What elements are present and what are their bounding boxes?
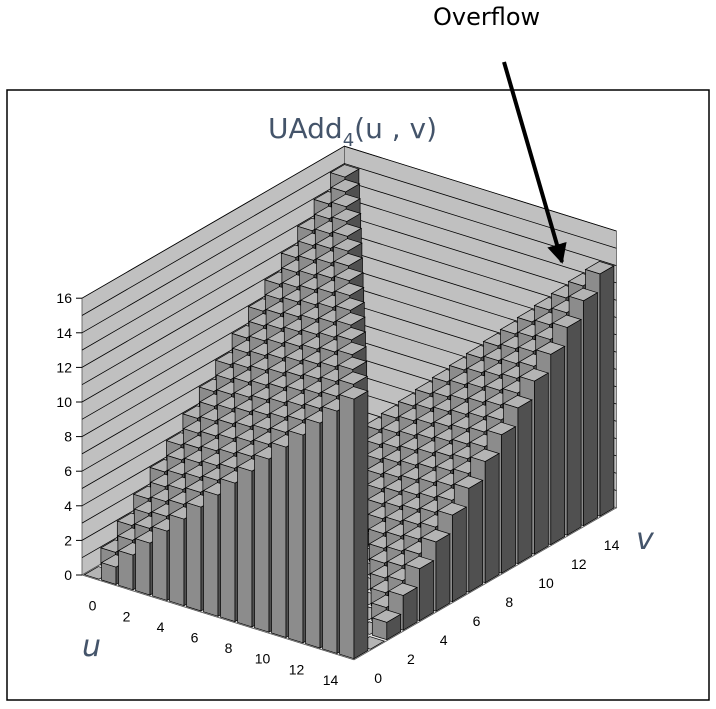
- bar-front: [322, 406, 338, 654]
- bar-side: [353, 390, 369, 660]
- bar-side: [550, 345, 566, 546]
- bar-front: [203, 490, 219, 617]
- bar-side: [452, 506, 467, 603]
- bar-side: [501, 426, 516, 574]
- u-tick-label: 4: [157, 619, 165, 635]
- v-axis-ticks: 0 2 4 6 8 10 12 14: [374, 537, 619, 686]
- bar-side: [402, 586, 418, 631]
- bars-group: [83, 164, 615, 660]
- v-tick-label: 6: [473, 613, 481, 629]
- bar-front: [339, 394, 355, 660]
- overflow-arrow: [502, 61, 567, 264]
- v-tick-label: 0: [374, 670, 382, 686]
- u-tick-label: 14: [323, 672, 339, 688]
- u-axis-ticks: 0 2 4 6 8 10 12 14: [89, 598, 339, 688]
- bar-side: [419, 560, 434, 622]
- bar-front: [135, 538, 151, 596]
- chart-title-prefix: UAdd: [268, 112, 343, 145]
- bar-front: [152, 526, 168, 601]
- bar: [338, 386, 369, 660]
- z-tick-label: 2: [64, 532, 72, 548]
- bar-front: [271, 442, 287, 638]
- z-tick-label: 16: [56, 290, 72, 306]
- bar-front: [237, 466, 253, 628]
- bar-front: [186, 502, 202, 612]
- bar-side: [386, 613, 402, 641]
- z-tick-label: 4: [64, 498, 72, 514]
- z-tick-label: 6: [64, 463, 72, 479]
- v-tick-label: 14: [604, 537, 620, 553]
- v-tick-label: 10: [538, 575, 554, 591]
- bar-front: [169, 514, 185, 607]
- bar-front: [220, 478, 236, 623]
- u-tick-label: 12: [289, 661, 305, 677]
- v-tick-label: 2: [407, 651, 415, 667]
- bar-front: [118, 550, 134, 591]
- v-tick-label: 4: [440, 632, 448, 648]
- z-tick-label: 12: [56, 359, 72, 375]
- bar-side: [583, 292, 598, 527]
- z-tick-label: 14: [56, 325, 72, 341]
- gridline: [81, 145, 617, 299]
- overflow-annotation: Overflow: [433, 3, 540, 31]
- z-axis-ticks: 0 2 4 6 8 10 12 14 16: [56, 290, 82, 583]
- bar-side: [435, 533, 451, 612]
- u-tick-label: 10: [255, 651, 271, 667]
- u-axis-title: u: [82, 629, 101, 664]
- chart-title-subscript: 4: [343, 130, 354, 151]
- u-tick-label: 6: [191, 629, 199, 645]
- bar-front: [305, 418, 321, 649]
- chart-title-args: (u , v): [354, 112, 437, 145]
- z-tick-label: 8: [64, 429, 72, 445]
- bar-front: [288, 430, 304, 644]
- bar: [371, 609, 402, 641]
- z-tick-label: 0: [64, 567, 72, 583]
- u-tick-label: 8: [225, 640, 233, 656]
- u-tick-label: 0: [89, 598, 97, 614]
- bar-side: [484, 452, 500, 584]
- v-axis-title: v: [636, 522, 655, 557]
- u-tick-label: 2: [123, 608, 131, 624]
- v-tick-label: 12: [571, 556, 587, 572]
- bar-side: [517, 399, 533, 565]
- bar-front: [254, 454, 270, 633]
- bar-side: [468, 479, 484, 593]
- gridline: [81, 163, 617, 316]
- bar-side: [566, 318, 582, 536]
- chart-title: UAdd4(u , v): [268, 112, 437, 151]
- z-tick-label: 10: [56, 394, 72, 410]
- bar-side: [534, 372, 549, 555]
- bar-side: [599, 265, 615, 517]
- v-tick-label: 8: [505, 594, 513, 610]
